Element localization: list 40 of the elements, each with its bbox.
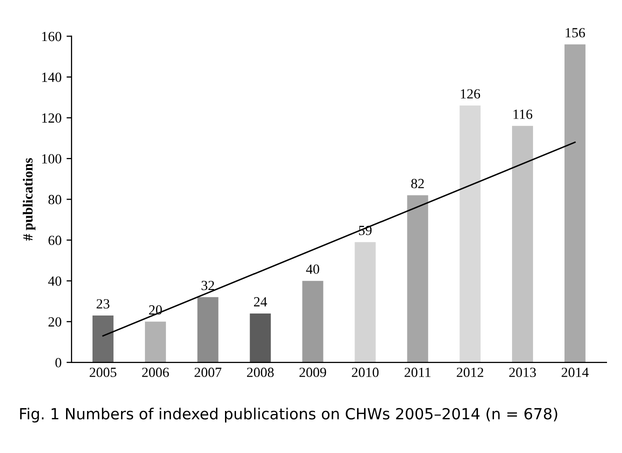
data-label: 23 bbox=[96, 299, 110, 309]
data-label: 32 bbox=[202, 280, 214, 290]
x-tick-label: 2014 bbox=[562, 368, 589, 378]
data-label: 82 bbox=[411, 178, 424, 188]
bar bbox=[144, 322, 166, 362]
bar bbox=[564, 44, 586, 362]
data-label: 116 bbox=[514, 110, 532, 119]
bar bbox=[250, 313, 271, 362]
y-tick-label: 60 bbox=[48, 236, 62, 246]
y-tick-label: 40 bbox=[48, 276, 62, 286]
bar bbox=[92, 316, 114, 362]
y-axis-title: # publications bbox=[22, 158, 36, 241]
x-tick-label: 2009 bbox=[299, 368, 326, 378]
data-label: 126 bbox=[460, 89, 480, 99]
x-tick-label: 2006 bbox=[142, 368, 169, 378]
x-tick-label: 2012 bbox=[456, 368, 484, 378]
data-label: 24 bbox=[254, 297, 268, 306]
x-tick-label: 2007 bbox=[194, 368, 222, 378]
y-tick-label: 120 bbox=[42, 113, 62, 123]
bar bbox=[302, 280, 324, 362]
bar bbox=[197, 297, 218, 362]
x-tick-label: 2010 bbox=[352, 368, 379, 378]
y-tick-label: 0 bbox=[55, 358, 62, 368]
x-tick-label: 2008 bbox=[247, 368, 274, 378]
x-tick-label: 2013 bbox=[509, 368, 536, 378]
y-tick-label: 160 bbox=[42, 32, 62, 42]
bar bbox=[512, 126, 534, 362]
x-tick-label: 2011 bbox=[404, 368, 430, 378]
bar bbox=[407, 195, 428, 362]
y-tick-label: 100 bbox=[42, 154, 62, 164]
y-tick-label: 140 bbox=[42, 72, 62, 82]
x-tick-label: 2005 bbox=[90, 368, 116, 378]
data-label: 156 bbox=[566, 28, 585, 38]
caption: Fig. 1 Numbers of indexed publications on CHWs 2005–2014 (n = 678) bbox=[20, 408, 558, 422]
bar bbox=[354, 242, 376, 362]
y-tick-label: 80 bbox=[48, 194, 62, 204]
data-label: 40 bbox=[306, 264, 320, 274]
bar bbox=[460, 106, 481, 362]
data-label: 20 bbox=[149, 305, 162, 315]
y-tick-label: 20 bbox=[48, 317, 62, 327]
